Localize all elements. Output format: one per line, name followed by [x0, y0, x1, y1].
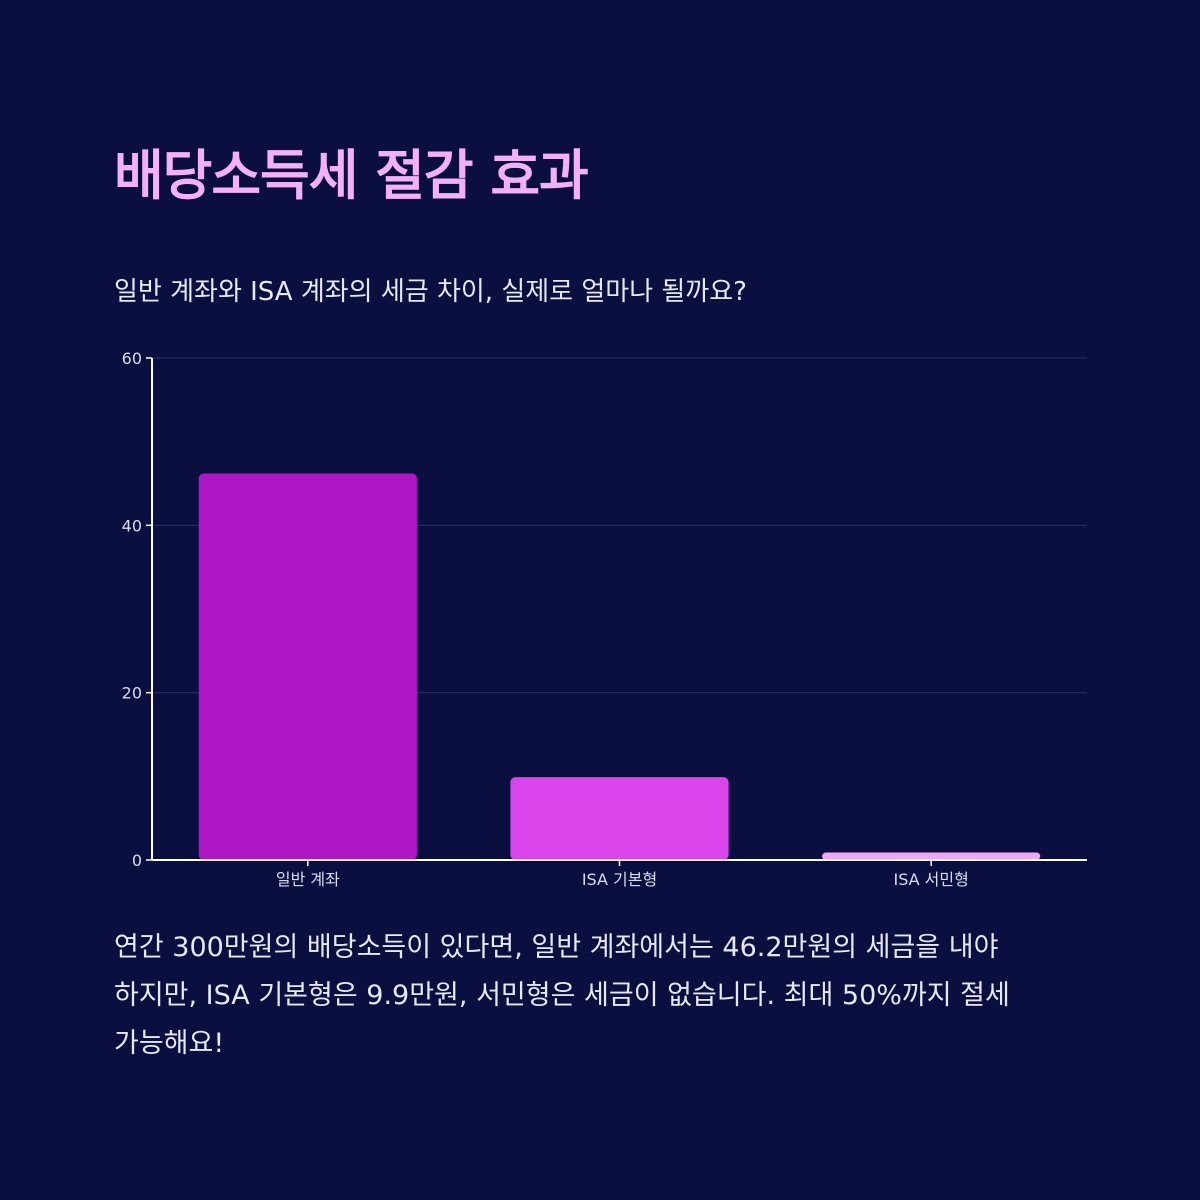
- bar-chart: 0 20 40 60 일반 계좌 ISA 기본형 ISA 서민형: [100, 340, 1100, 900]
- x-category-label: ISA 기본형: [582, 870, 657, 889]
- y-tick-label: 60: [122, 349, 142, 368]
- y-tick-label: 0: [132, 851, 142, 870]
- chart-description: 연간 300만원의 배당소득이 있다면, 일반 계좌에서는 46.2만원의 세금…: [114, 932, 1010, 1059]
- bar-3: [822, 852, 1041, 860]
- x-category-label: 일반 계좌: [276, 870, 340, 889]
- page-title: 배당소득세 절감 효과: [114, 144, 589, 207]
- y-tick-label: 20: [122, 684, 142, 703]
- page-subtitle: 일반 계좌와 ISA 계좌의 세금 차이, 실제로 얼마나 될까요?: [114, 277, 747, 307]
- bar-1: [198, 473, 417, 860]
- bar-chart-svg: 0 20 40 60 일반 계좌 ISA 기본형 ISA 서민형: [122, 349, 1087, 889]
- bar-2: [510, 777, 729, 860]
- x-category-label: ISA 서민형: [893, 870, 968, 889]
- bars: [198, 473, 1041, 860]
- tick-labels: 0 20 40 60 일반 계좌 ISA 기본형 ISA 서민형: [122, 349, 969, 889]
- y-tick-label: 40: [122, 516, 142, 535]
- axes: [146, 357, 1087, 866]
